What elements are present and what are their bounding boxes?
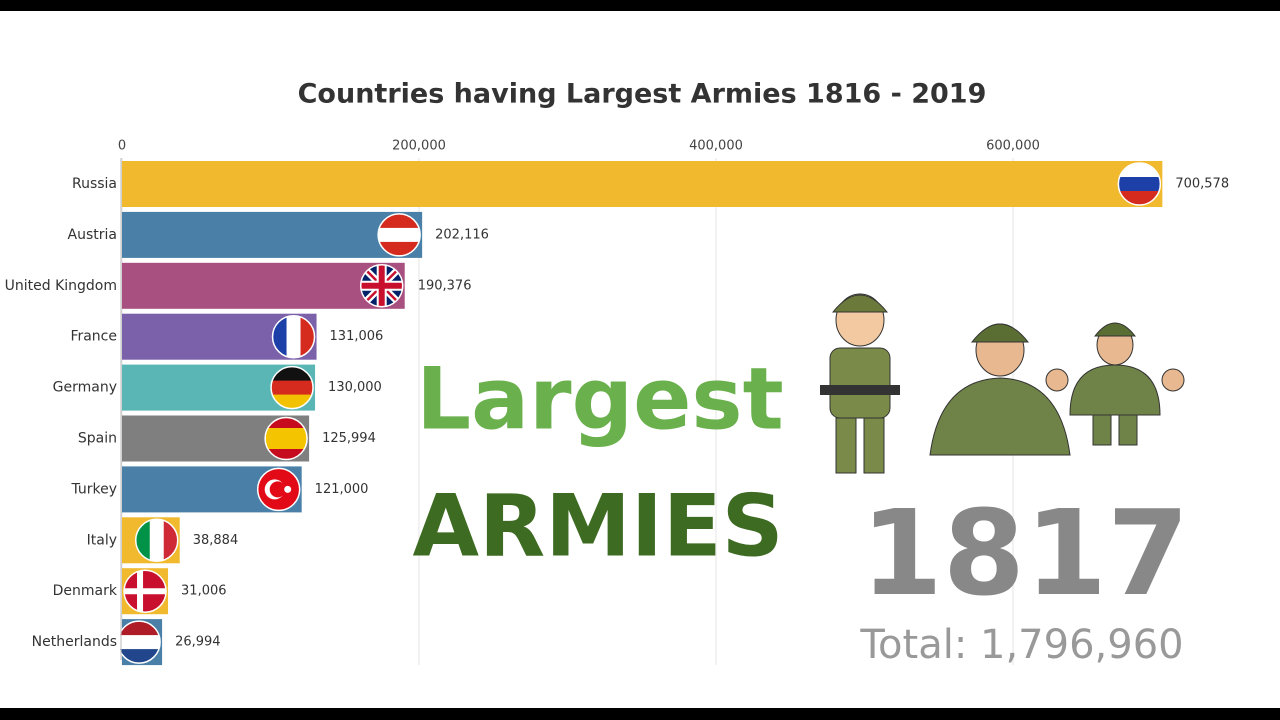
- flag-stripe: [265, 417, 308, 429]
- bars: Russia 700,578 Austria 202,116 United Kingdo…: [5, 161, 1229, 666]
- letterbox-bottom: [0, 708, 1280, 720]
- category-label: Netherlands: [32, 634, 117, 650]
- flag-stripe: [118, 635, 161, 650]
- flag-border: [117, 620, 161, 664]
- category-label: Germany: [53, 380, 117, 396]
- flag-border: [1117, 162, 1162, 206]
- overlay-title: Largest: [416, 349, 783, 449]
- category-label: United Kingdom: [5, 278, 117, 294]
- value-label: 125,994: [322, 431, 376, 446]
- value-label: 31,006: [181, 584, 227, 599]
- flag-border: [264, 416, 308, 461]
- flag: [265, 417, 308, 460]
- value-label: 131,006: [330, 329, 384, 344]
- value-label: 121,000: [315, 482, 369, 497]
- flag-stripe: [1118, 177, 1161, 192]
- chart-title: Countries having Largest Armies 1816 - 2…: [298, 79, 987, 110]
- x-tick-label: 0: [118, 139, 126, 154]
- overlay-title: ARMIES: [412, 476, 783, 576]
- bar: [122, 262, 405, 309]
- category-label: Russia: [72, 176, 117, 192]
- total: Total: 1,796,960: [859, 622, 1183, 668]
- value-label: 130,000: [328, 380, 382, 395]
- flag: [257, 468, 300, 511]
- x-tick-label: 400,000: [689, 139, 743, 154]
- flag: [360, 264, 403, 307]
- flag-stripe: [271, 380, 314, 396]
- category-label: Austria: [68, 227, 117, 243]
- year: 1817: [861, 484, 1189, 622]
- value-label: 38,884: [193, 533, 239, 548]
- value-label: 202,116: [435, 227, 489, 242]
- x-tick-label: 200,000: [392, 139, 446, 154]
- flag-border: [123, 569, 167, 613]
- soldier-illustrations: [820, 293, 1185, 474]
- flag-cross: [360, 264, 403, 307]
- x-tick-label: 600,000: [986, 139, 1040, 154]
- value-label: 26,994: [175, 635, 221, 650]
- category-label: Turkey: [70, 481, 117, 497]
- soldier: [820, 293, 900, 474]
- category-label: France: [70, 329, 117, 345]
- category-label: Italy: [87, 532, 117, 548]
- value-label: 190,376: [418, 278, 472, 293]
- flag-stripe: [265, 449, 308, 460]
- letterbox-top: [0, 0, 1280, 11]
- bar: [122, 211, 423, 258]
- soldier: [929, 323, 1071, 456]
- flag-stripe: [265, 428, 308, 450]
- flag-stripe: [149, 519, 165, 562]
- bar: [122, 161, 1163, 207]
- flag-cross: [124, 570, 167, 613]
- category-label: Spain: [78, 431, 117, 447]
- flag-border: [270, 365, 314, 410]
- flag-border: [134, 518, 179, 563]
- flag-moon: [269, 481, 286, 498]
- value-label: 700,578: [1175, 177, 1229, 192]
- flag: [124, 570, 167, 613]
- soldier: [1045, 322, 1185, 446]
- flag-border: [271, 314, 316, 359]
- flag-border: [359, 264, 404, 308]
- flag-border: [377, 213, 421, 257]
- flag-border: [256, 467, 301, 512]
- category-label: Denmark: [53, 583, 118, 599]
- flag-stripe: [378, 227, 421, 243]
- flag-star: [284, 485, 292, 493]
- flag-stripe: [286, 315, 302, 358]
